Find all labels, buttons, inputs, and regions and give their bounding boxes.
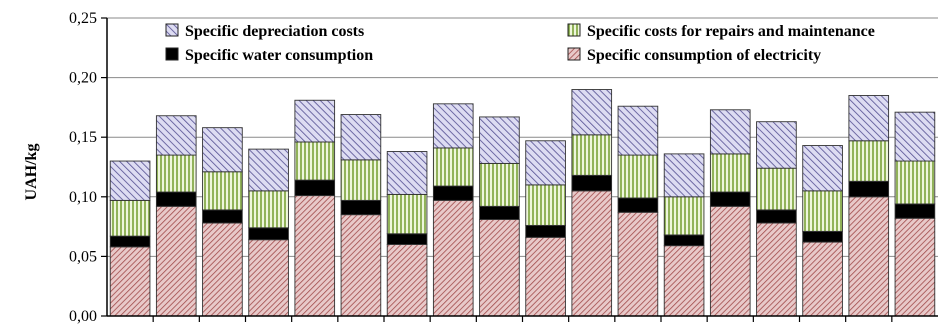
- y-axis-label: UAH/kg: [23, 144, 40, 201]
- bar-segment-repairs: [848, 140, 890, 182]
- bar-segment-water: [155, 191, 197, 207]
- bar-segment-repairs: [525, 184, 566, 226]
- bar-segment-electricity: [756, 222, 797, 317]
- bar-segment-repairs: [479, 162, 520, 207]
- bar-segment-repairs: [248, 190, 289, 229]
- legend-swatch-depreciation: [165, 23, 179, 37]
- y-tick-label: 0,25: [69, 10, 97, 27]
- bar-segment-water: [525, 224, 566, 238]
- bar-segment-electricity: [848, 196, 890, 317]
- legend-label-water: Specific water consumption: [185, 47, 373, 64]
- bar-segment-depreciation: [525, 140, 566, 186]
- bar-segment-depreciation: [155, 115, 197, 156]
- bar-segment-repairs: [294, 141, 336, 181]
- bar-segment-depreciation: [386, 151, 428, 195]
- bar-segment-electricity: [202, 222, 243, 317]
- legend-swatch-repairs: [567, 23, 581, 37]
- bar-segment-electricity: [294, 195, 336, 317]
- bar-segment-depreciation: [248, 148, 289, 192]
- bar-segment-repairs: [617, 154, 659, 199]
- bar-segment-water: [571, 174, 613, 192]
- bar-segment-water: [432, 185, 474, 201]
- bar-segment-repairs: [202, 171, 243, 211]
- bar-segment-water: [894, 203, 936, 219]
- bar-segment-water: [663, 234, 705, 247]
- legend-label-depreciation: Specific depreciation costs: [185, 23, 364, 40]
- legend: Specific depreciation costs Specific cost…: [165, 23, 875, 64]
- bar-segment-repairs: [663, 196, 705, 236]
- bar-segment-depreciation: [848, 95, 890, 142]
- bar-segment-electricity: [709, 205, 751, 317]
- bar-segment-electricity: [663, 245, 705, 317]
- bar-segment-electricity: [525, 236, 566, 317]
- bar-segment-water: [802, 230, 843, 243]
- legend-swatch-water: [165, 47, 179, 61]
- bar-segment-depreciation: [802, 145, 843, 192]
- bar-segment-electricity: [340, 214, 382, 317]
- bar-segment-depreciation: [340, 114, 382, 161]
- bar-segment-depreciation: [202, 127, 243, 173]
- bar-segment-depreciation: [432, 103, 474, 149]
- legend-swatch-electricity: [567, 47, 581, 61]
- axes: 0,00 0,05 0,10 0,15 0,20 0,25: [69, 10, 938, 325]
- bar-segment-depreciation: [617, 105, 659, 156]
- bar-segment-water: [202, 209, 243, 224]
- y-tick-label: 0,05: [69, 248, 97, 265]
- bar-segment-electricity: [479, 218, 520, 317]
- bar-segment-repairs: [709, 153, 751, 193]
- bar-segment-repairs: [340, 159, 382, 201]
- bar-segment-repairs: [571, 134, 613, 176]
- bar-segment-depreciation: [663, 153, 705, 198]
- bar-segment-water: [248, 227, 289, 241]
- bar-segment-depreciation: [109, 160, 151, 201]
- bar-segment-depreciation: [294, 99, 336, 143]
- bar-segment-depreciation: [479, 116, 520, 164]
- bar-segment-depreciation: [894, 111, 936, 162]
- bar-segment-water: [479, 205, 520, 220]
- bar-segment-depreciation: [571, 89, 613, 136]
- bar-segment-electricity: [617, 211, 659, 317]
- bar-segment-water: [109, 235, 151, 248]
- y-tick-label: 0,10: [69, 189, 97, 206]
- legend-label-electricity: Specific consumption of electricity: [587, 47, 821, 64]
- gridlines: [107, 17, 938, 257]
- y-tick-label: 0,20: [69, 70, 97, 87]
- bar-segment-electricity: [109, 246, 151, 317]
- bar-segment-water: [294, 179, 336, 197]
- bar-segment-water: [756, 209, 797, 224]
- bar-segment-repairs: [756, 167, 797, 211]
- bar-segment-water: [848, 180, 890, 198]
- bar-segment-electricity: [894, 217, 936, 317]
- bar-segment-repairs: [894, 160, 936, 205]
- bar-segment-repairs: [802, 190, 843, 232]
- y-tick-label: 0,15: [69, 129, 97, 146]
- bar-segment-repairs: [432, 147, 474, 187]
- legend-label-repairs: Specific costs for repairs and maintenan…: [587, 23, 875, 40]
- bar-segment-repairs: [155, 154, 197, 193]
- bar-segment-electricity: [386, 244, 428, 317]
- bar-segment-water: [709, 191, 751, 207]
- bar-segment-water: [617, 197, 659, 213]
- bar-segment-depreciation: [756, 121, 797, 169]
- bars: [109, 89, 936, 317]
- bar-segment-electricity: [432, 199, 474, 317]
- bar-segment-water: [340, 199, 382, 216]
- bar-segment-electricity: [155, 205, 197, 317]
- y-tick-label: 0,00: [69, 308, 97, 325]
- bar-segment-repairs: [386, 193, 428, 235]
- bar-segment-depreciation: [709, 109, 751, 155]
- bar-segment-repairs: [109, 199, 151, 237]
- bar-segment-electricity: [571, 190, 613, 317]
- bar-segment-electricity: [248, 239, 289, 317]
- bar-segment-electricity: [802, 241, 843, 317]
- bar-segment-water: [386, 233, 428, 245]
